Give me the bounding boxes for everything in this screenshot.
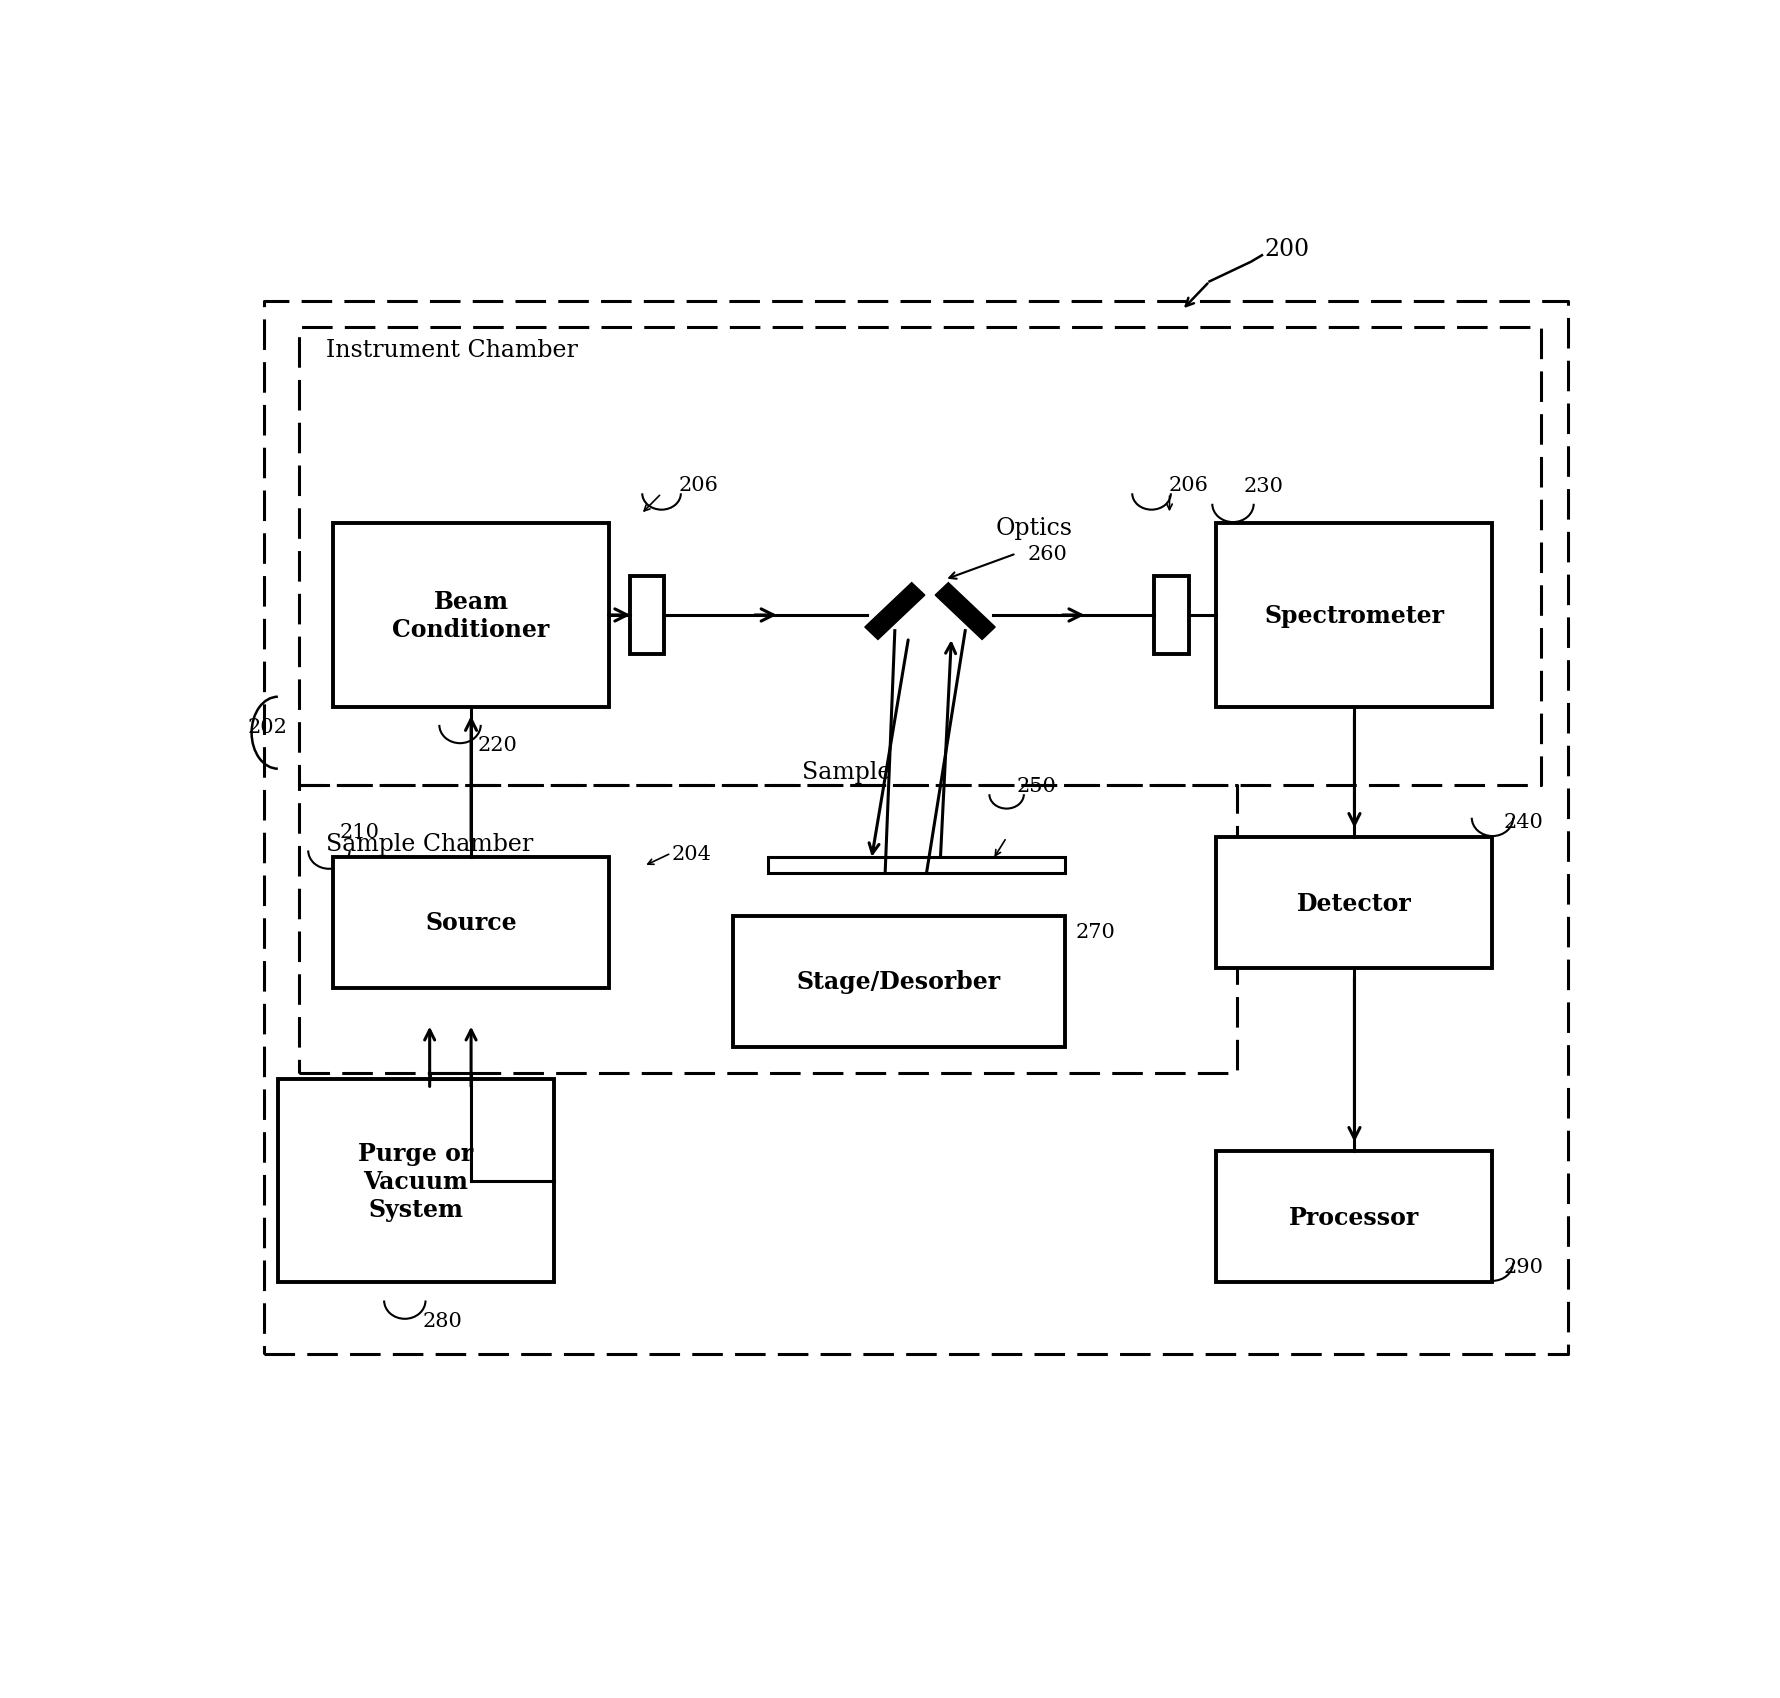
Text: 260: 260 xyxy=(1027,545,1066,564)
Text: 206: 206 xyxy=(678,475,717,494)
Bar xyxy=(1216,525,1492,706)
Text: Source: Source xyxy=(425,910,516,936)
Bar xyxy=(630,576,664,655)
Text: Sample Chamber: Sample Chamber xyxy=(326,834,532,856)
Text: Purge or
Vacuum
System: Purge or Vacuum System xyxy=(358,1141,473,1221)
Bar xyxy=(278,1080,554,1282)
Bar xyxy=(733,917,1064,1048)
Text: Spectrometer: Spectrometer xyxy=(1264,603,1444,628)
Bar xyxy=(333,525,609,706)
Text: Processor: Processor xyxy=(1289,1206,1419,1229)
Text: Beam
Conditioner: Beam Conditioner xyxy=(392,589,550,642)
Text: 250: 250 xyxy=(1016,776,1056,795)
Text: 202: 202 xyxy=(247,717,287,737)
Bar xyxy=(1153,576,1189,655)
Polygon shape xyxy=(934,584,995,640)
Bar xyxy=(767,857,1064,873)
Text: Optics: Optics xyxy=(995,516,1072,540)
Text: 270: 270 xyxy=(1075,924,1114,942)
Bar xyxy=(1216,1151,1492,1282)
Text: 290: 290 xyxy=(1502,1257,1543,1275)
Bar xyxy=(1216,837,1492,968)
Text: 240: 240 xyxy=(1502,812,1543,832)
Text: 204: 204 xyxy=(671,844,710,863)
Text: 210: 210 xyxy=(340,824,379,842)
Text: 280: 280 xyxy=(422,1311,463,1330)
Text: 230: 230 xyxy=(1242,477,1283,496)
Text: Sample: Sample xyxy=(801,761,892,784)
Text: 220: 220 xyxy=(477,735,518,756)
Text: 200: 200 xyxy=(1264,238,1308,261)
Text: Stage/Desorber: Stage/Desorber xyxy=(796,970,1000,993)
Bar xyxy=(333,857,609,988)
Text: 206: 206 xyxy=(1168,475,1207,494)
Polygon shape xyxy=(865,584,924,640)
Text: Instrument Chamber: Instrument Chamber xyxy=(326,338,578,362)
Text: Detector: Detector xyxy=(1296,891,1412,915)
